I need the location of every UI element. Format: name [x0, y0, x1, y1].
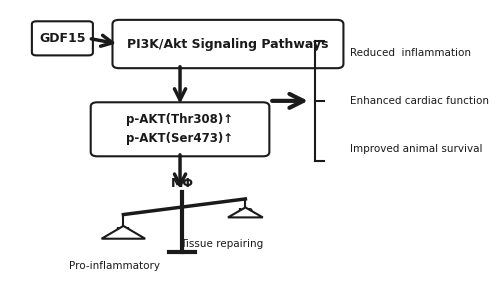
FancyBboxPatch shape — [32, 21, 93, 55]
Text: M1: M1 — [115, 228, 132, 237]
Text: GDF15: GDF15 — [39, 32, 86, 45]
FancyBboxPatch shape — [112, 20, 344, 68]
FancyBboxPatch shape — [90, 102, 270, 156]
Text: p-AKT(Thr308)↑
p-AKT(Ser473)↑: p-AKT(Thr308)↑ p-AKT(Ser473)↑ — [126, 113, 234, 145]
Text: Improved animal survival: Improved animal survival — [350, 144, 482, 154]
Text: Pro-inflammatory: Pro-inflammatory — [69, 261, 160, 271]
Polygon shape — [102, 226, 145, 239]
Text: Reduced  inflammation: Reduced inflammation — [350, 48, 471, 58]
Text: Tissue repairing: Tissue repairing — [180, 239, 263, 249]
Text: M2: M2 — [237, 208, 254, 218]
Text: MΦ: MΦ — [170, 177, 194, 190]
Polygon shape — [228, 208, 263, 217]
Text: Enhanced cardiac function: Enhanced cardiac function — [350, 96, 489, 106]
Text: PI3K/Akt Signaling Pathways: PI3K/Akt Signaling Pathways — [127, 38, 328, 51]
